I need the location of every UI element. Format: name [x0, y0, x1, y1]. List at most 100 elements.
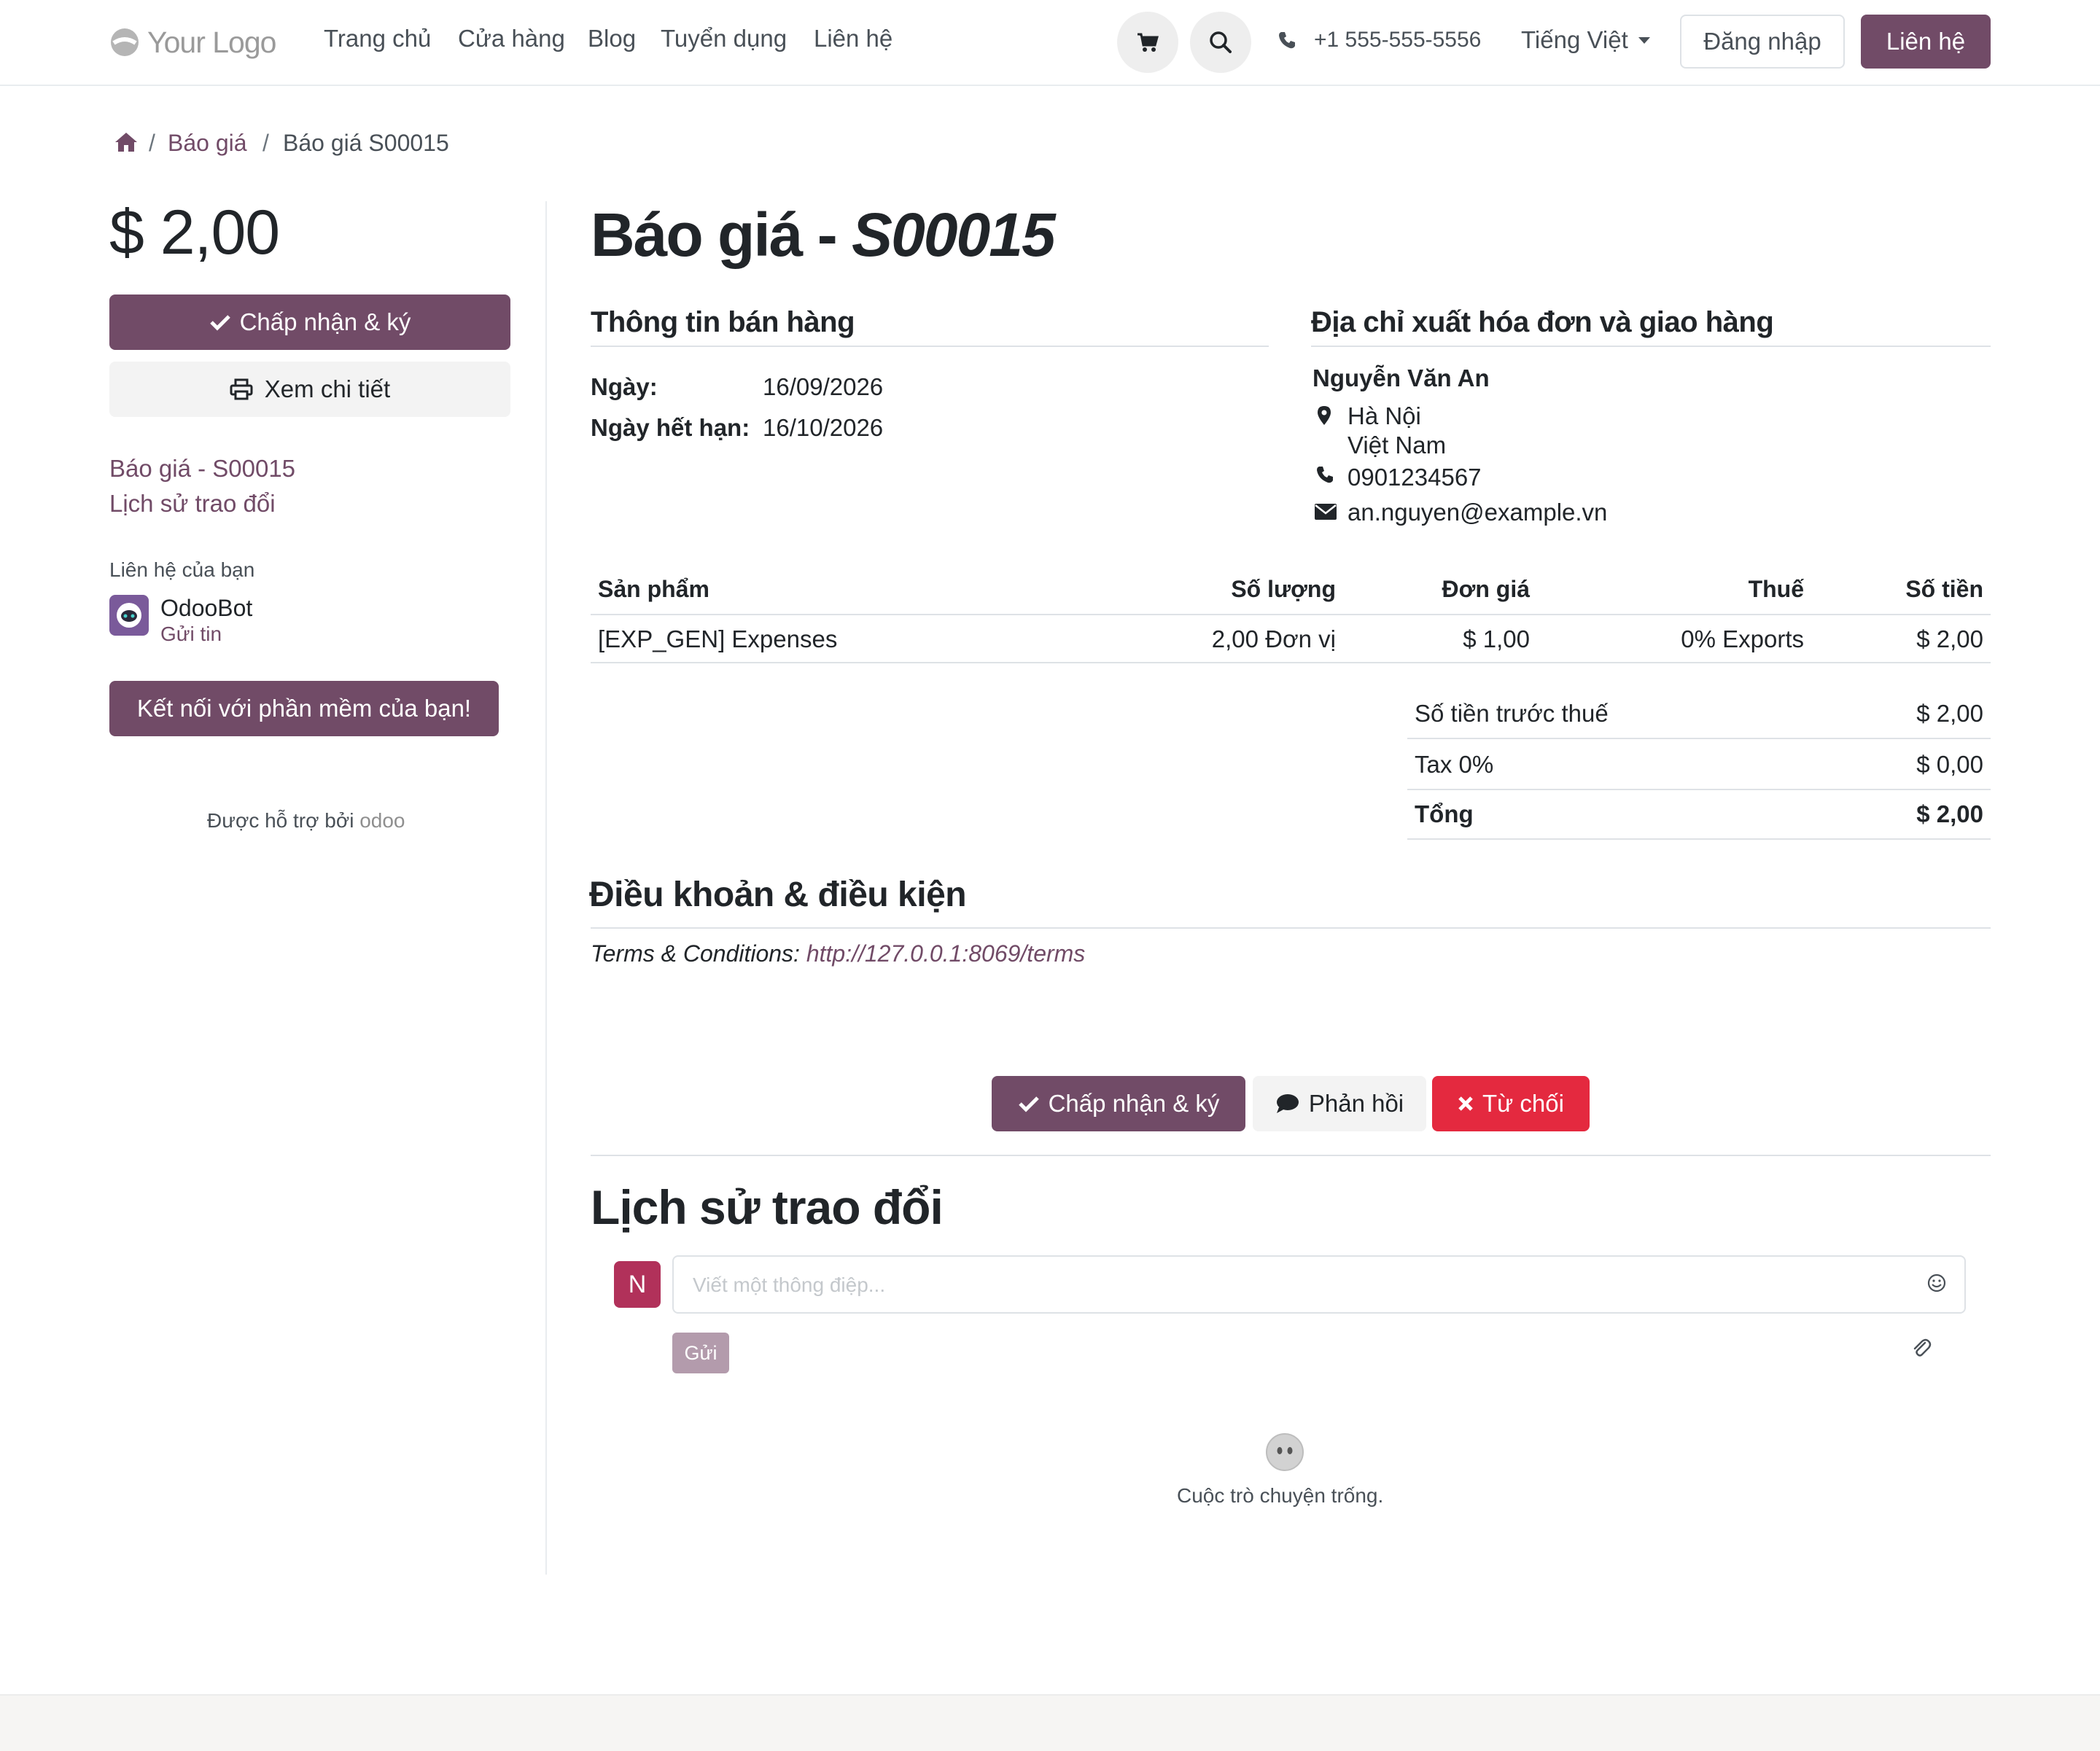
divider — [591, 346, 1269, 347]
envelope-icon — [1314, 503, 1337, 520]
nav-shop[interactable]: Cửa hàng — [458, 25, 565, 52]
column-header-amount: Số tiền — [1905, 576, 1983, 602]
search-icon — [1210, 31, 1232, 53]
row-product: [EXP_GEN] Expenses — [598, 625, 838, 652]
column-header-quantity: Số lượng — [1231, 576, 1336, 602]
site-header: Your Logo Trang chủ Cửa hàng Blog Tuyển … — [0, 0, 2100, 86]
customer-phone: 0901234567 — [1348, 464, 1482, 491]
chevron-down-icon — [1638, 36, 1650, 44]
breadcrumb-separator: / — [149, 130, 155, 156]
comment-icon — [1276, 1094, 1299, 1113]
search-button[interactable] — [1190, 12, 1251, 73]
nav-home[interactable]: Trang chủ — [324, 25, 432, 52]
send-message-link[interactable]: Gửi tin — [160, 623, 222, 645]
site-logo[interactable]: Your Logo — [109, 22, 276, 63]
emoji-icon[interactable] — [1926, 1273, 1947, 1293]
row-unit-price: $ 1,00 — [1463, 625, 1530, 652]
row-tax: 0% Exports — [1681, 625, 1804, 652]
page-title: Báo giá - S00015 — [591, 200, 1056, 270]
terms-link[interactable]: http://127.0.0.1:8069/terms — [806, 940, 1086, 967]
sidebar-link-quotation[interactable]: Báo giá - S00015 — [109, 455, 296, 482]
odoobot-avatar — [109, 595, 149, 636]
phone-link[interactable]: +1 555-555-5556 — [1278, 28, 1481, 52]
chatter-title: Lịch sử trao đổi — [591, 1180, 944, 1234]
odoo-logo[interactable]: odoo — [359, 809, 405, 832]
terms-text: Terms & Conditions: http://127.0.0.1:806… — [591, 940, 1085, 967]
divider — [1407, 738, 1991, 739]
nav-contact[interactable]: Liên hệ — [814, 25, 893, 52]
message-input[interactable] — [691, 1270, 1890, 1300]
divider — [591, 614, 1991, 615]
sales-info-heading: Thông tin bán hàng — [591, 306, 855, 338]
nav-blog[interactable]: Blog — [588, 25, 637, 52]
divider — [1407, 789, 1991, 790]
phone-icon — [1279, 32, 1295, 49]
language-selector[interactable]: Tiếng Việt — [1521, 26, 1650, 54]
divider — [1311, 346, 1991, 347]
date-label: Ngày: — [591, 373, 658, 400]
breadcrumb-current: Báo giá S00015 — [283, 130, 449, 156]
accept-sign-label: Chấp nhận & ký — [239, 308, 411, 335]
cart-icon — [1138, 33, 1159, 52]
phone-icon — [1315, 465, 1334, 484]
contact-name: OdooBot — [160, 595, 253, 621]
breadcrumb-quotations[interactable]: Báo giá — [168, 130, 247, 156]
customer-country: Việt Nam — [1348, 432, 1447, 459]
powered-by-text: Được hỗ trợ bởi — [207, 809, 354, 832]
accept-sign-button[interactable]: Chấp nhận & ký — [992, 1076, 1245, 1131]
view-details-label: Xem chi tiết — [264, 375, 391, 402]
avatar: N — [614, 1261, 661, 1308]
sidebar-divider — [545, 201, 547, 1575]
column-header-product: Sản phẩm — [598, 576, 709, 602]
total-value: $ 2,00 — [1916, 800, 1983, 827]
empty-conversation-text: Cuộc trò chuyện trống. — [1177, 1484, 1384, 1507]
accept-sign-button[interactable]: Chấp nhận & ký — [109, 295, 510, 350]
feedback-label: Phản hồi — [1308, 1090, 1404, 1117]
address-heading: Địa chỉ xuất hóa đơn và giao hàng — [1311, 306, 1774, 338]
customer-city: Hà Nội — [1348, 402, 1421, 429]
column-header-tax: Thuế — [1748, 576, 1804, 602]
date-value: 16/09/2026 — [763, 373, 884, 400]
column-header-unit-price: Đơn giá — [1442, 576, 1530, 602]
reject-button[interactable]: Từ chối — [1432, 1076, 1590, 1131]
divider — [1407, 838, 1991, 840]
nav-jobs[interactable]: Tuyển dụng — [661, 25, 788, 52]
expiry-value: 16/10/2026 — [763, 414, 884, 441]
cart-button[interactable] — [1117, 12, 1178, 73]
terms-prefix: Terms & Conditions: — [591, 940, 806, 967]
print-icon — [230, 378, 253, 400]
expiry-label: Ngày hết hạn: — [591, 414, 750, 441]
total-label: Tổng — [1415, 800, 1474, 827]
language-label: Tiếng Việt — [1521, 26, 1628, 53]
sidebar-link-history[interactable]: Lịch sử trao đổi — [109, 490, 276, 517]
check-icon — [1018, 1096, 1039, 1112]
logo-text: Your Logo — [147, 25, 276, 59]
send-button[interactable]: Gửi — [672, 1333, 729, 1373]
reject-label: Từ chối — [1482, 1090, 1564, 1117]
accept-sign-label: Chấp nhận & ký — [1048, 1090, 1220, 1117]
message-composer — [672, 1255, 1966, 1314]
connect-software-button[interactable]: Kết nối với phần mềm của bạn! — [109, 681, 499, 736]
phone-number: +1 555-555-5556 — [1314, 28, 1482, 52]
footer — [0, 1694, 2100, 1751]
empty-conversation-icon — [1264, 1432, 1305, 1473]
powered-by: Được hỗ trợ bởi odoo — [207, 809, 405, 832]
paperclip-icon[interactable] — [1910, 1337, 1932, 1359]
total-amount: $ 2,00 — [109, 198, 280, 268]
breadcrumb-separator: / — [262, 130, 269, 156]
row-quantity: 2,00 Đơn vị — [1211, 625, 1336, 652]
home-icon[interactable] — [114, 131, 139, 153]
subtotal-value: $ 2,00 — [1916, 700, 1983, 727]
customer-email: an.nguyen@example.vn — [1348, 499, 1608, 526]
feedback-button[interactable]: Phản hồi — [1253, 1076, 1426, 1131]
contact-button[interactable]: Liên hệ — [1861, 15, 1991, 69]
title-prefix: Báo giá - — [591, 200, 852, 269]
customer-name: Nguyễn Văn An — [1312, 364, 1490, 391]
divider — [591, 927, 1991, 929]
logo-icon — [111, 28, 139, 56]
contact-section-title: Liên hệ của bạn — [109, 558, 255, 581]
login-button[interactable]: Đăng nhập — [1680, 15, 1845, 69]
map-marker-icon — [1317, 405, 1331, 426]
view-details-button[interactable]: Xem chi tiết — [109, 362, 510, 417]
check-icon — [209, 315, 230, 331]
